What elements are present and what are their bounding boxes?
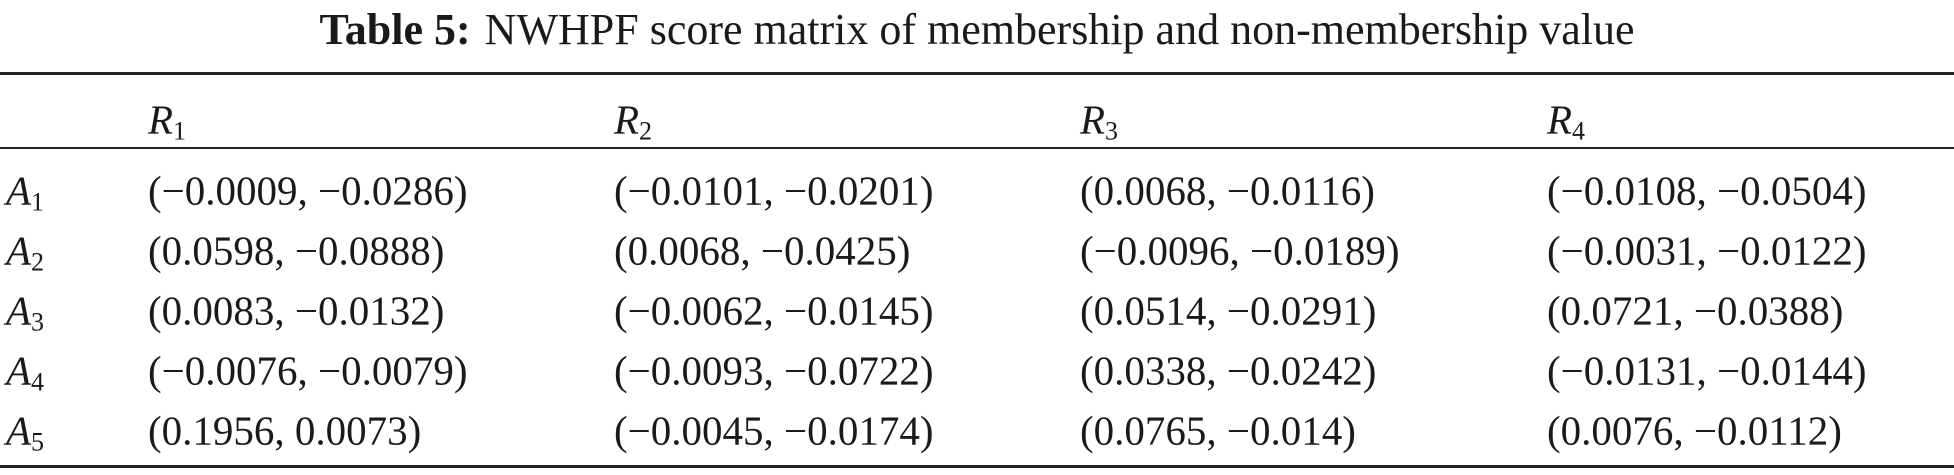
symbol-subscript: 3 bbox=[1105, 116, 1119, 146]
table-cell: (−0.0062, −0.0145) bbox=[614, 287, 934, 334]
row-header: A2 bbox=[6, 227, 44, 275]
table-cell: (0.0765, −0.014) bbox=[1080, 407, 1356, 454]
row-header: A1 bbox=[6, 167, 44, 215]
symbol-letter: A bbox=[6, 347, 32, 394]
table-cell: (0.0721, −0.0388) bbox=[1547, 287, 1844, 334]
symbol-subscript: 2 bbox=[639, 116, 653, 146]
table-cell: (0.0083, −0.0132) bbox=[148, 287, 445, 334]
symbol-subscript: 5 bbox=[31, 427, 45, 457]
row-header: A5 bbox=[6, 407, 44, 455]
symbol-letter: R bbox=[1080, 96, 1106, 143]
symbol-subscript: 3 bbox=[31, 307, 45, 337]
table-cell: (0.0076, −0.0112) bbox=[1547, 407, 1842, 454]
table-cell: (−0.0045, −0.0174) bbox=[614, 407, 934, 454]
symbol-subscript: 1 bbox=[173, 116, 187, 146]
caption-label: Table 5: bbox=[319, 5, 471, 54]
table-cell: (−0.0093, −0.0722) bbox=[614, 347, 934, 394]
row-header: A4 bbox=[6, 347, 44, 395]
symbol-letter: A bbox=[6, 167, 32, 214]
symbol-subscript: 4 bbox=[1572, 116, 1586, 146]
column-header: R1 bbox=[148, 96, 186, 144]
column-header: R3 bbox=[1080, 96, 1118, 144]
row-header: A3 bbox=[6, 287, 44, 335]
symbol-subscript: 1 bbox=[31, 187, 45, 217]
bottom-rule bbox=[0, 465, 1954, 468]
column-header: R4 bbox=[1547, 96, 1585, 144]
symbol-subscript: 2 bbox=[31, 247, 45, 277]
table-cell: (0.0598, −0.0888) bbox=[148, 227, 445, 274]
symbol-letter: R bbox=[148, 96, 174, 143]
symbol-letter: R bbox=[614, 96, 640, 143]
caption-text: NWHPF score matrix of membership and non… bbox=[484, 5, 1635, 54]
symbol-letter: A bbox=[6, 407, 32, 454]
table-cell: (−0.0009, −0.0286) bbox=[148, 167, 468, 214]
symbol-letter: R bbox=[1547, 96, 1573, 143]
table-cell: (−0.0096, −0.0189) bbox=[1080, 227, 1400, 274]
table-cell: (−0.0108, −0.0504) bbox=[1547, 167, 1867, 214]
symbol-letter: A bbox=[6, 227, 32, 274]
table-cell: (0.0338, −0.0242) bbox=[1080, 347, 1377, 394]
symbol-letter: A bbox=[6, 287, 32, 334]
symbol-subscript: 4 bbox=[31, 367, 45, 397]
table-cell: (0.0068, −0.0116) bbox=[1080, 167, 1375, 214]
table-cell: (0.0068, −0.0425) bbox=[614, 227, 911, 274]
table-cell: (−0.0131, −0.0144) bbox=[1547, 347, 1867, 394]
table-cell: (0.0514, −0.0291) bbox=[1080, 287, 1377, 334]
table-cell: (0.1956, 0.0073) bbox=[148, 407, 422, 454]
table-cell: (−0.0031, −0.0122) bbox=[1547, 227, 1867, 274]
caption: Table 5: NWHPF score matrix of membership… bbox=[0, 8, 1954, 52]
top-rule bbox=[0, 72, 1954, 75]
column-header: R2 bbox=[614, 96, 652, 144]
header-rule bbox=[0, 147, 1954, 149]
table-cell: (−0.0076, −0.0079) bbox=[148, 347, 468, 394]
table-cell: (−0.0101, −0.0201) bbox=[614, 167, 934, 214]
